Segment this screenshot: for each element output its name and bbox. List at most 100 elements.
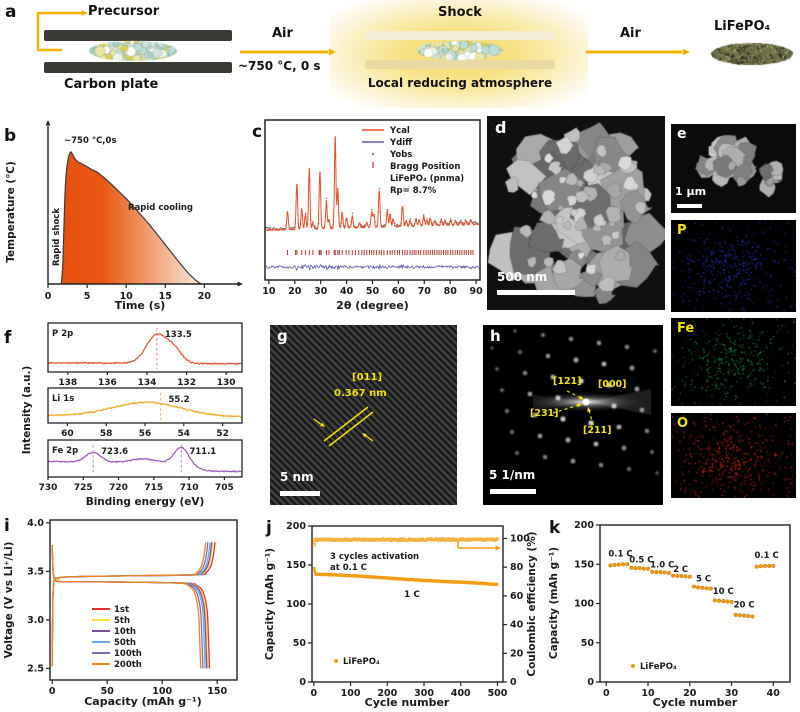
text-primitive: 300 <box>414 688 434 699</box>
text-primitive: 54 <box>178 429 191 439</box>
text-primitive: 0.1 C <box>608 549 632 559</box>
text-primitive: 10 <box>262 286 276 297</box>
o-map-label: O <box>677 416 689 431</box>
p-map-label: P <box>677 223 687 238</box>
circle-primitive <box>292 226 294 228</box>
circle-primitive <box>409 218 412 220</box>
circle-primitive <box>725 599 730 604</box>
text-primitive: 1.0 C <box>650 560 674 570</box>
circle-primitive <box>742 613 747 618</box>
shock-particle-cluster <box>416 40 504 61</box>
line-primitive <box>552 404 580 414</box>
circle-primitive <box>280 226 282 229</box>
polygon-primitive <box>577 403 582 408</box>
text-primitive: Rapid shock <box>52 208 62 266</box>
text-primitive: 2.5 <box>27 663 44 674</box>
text-primitive: 80 <box>444 286 458 297</box>
text-primitive: 720 <box>109 483 128 493</box>
rect-primitive <box>47 387 243 424</box>
polygon-primitive <box>237 281 243 287</box>
panel-h-scalebar <box>490 489 536 494</box>
circle-primitive <box>275 227 278 230</box>
circle-primitive <box>495 537 500 541</box>
text-primitive: 80 <box>510 562 524 573</box>
spot-label-211: [211] <box>583 425 612 436</box>
text-primitive: Temperature (℃) <box>5 161 17 263</box>
text-primitive: LiFePO₄ <box>343 657 380 667</box>
text-primitive: 70 <box>418 286 432 297</box>
polyline-primitive <box>47 333 243 366</box>
sem-micrograph <box>487 116 665 310</box>
text-primitive: 50 <box>366 286 380 297</box>
text-primitive: 100th <box>114 649 142 659</box>
product-label: LiFePO₄ <box>714 19 771 34</box>
circle-primitive <box>612 563 617 568</box>
text-primitive: Intensity (a.u.) <box>21 366 33 455</box>
circle-primitive <box>269 226 272 229</box>
line-primitive <box>313 418 323 426</box>
polygon-primitive <box>579 395 584 400</box>
circle-primitive <box>754 564 759 569</box>
text-primitive: 0 <box>299 677 306 688</box>
eds-map-o: O <box>671 413 796 498</box>
circle-primitive <box>383 224 386 226</box>
circle-primitive <box>771 563 776 568</box>
circle-primitive <box>495 583 499 587</box>
fe-element-map <box>671 318 796 406</box>
panel-e-label: e <box>677 126 687 142</box>
circle-primitive <box>268 227 271 230</box>
text-primitive: 0 <box>587 677 594 688</box>
text-primitive: 30 <box>314 286 328 297</box>
panel-g-label: g <box>277 327 288 345</box>
text-primitive: 0 <box>510 677 517 688</box>
polygon-primitive <box>495 545 501 551</box>
panel-e-sem-image: e 1 μm <box>671 124 796 213</box>
text-primitive: Capacity (mAh g⁻¹) <box>264 548 276 660</box>
circle-primitive <box>679 574 684 579</box>
text-primitive: 20 <box>198 291 212 302</box>
circle-primitive <box>717 598 722 603</box>
circle-primitive <box>473 221 476 223</box>
panel-g-scalebar-label: 5 nm <box>280 470 314 484</box>
circle-primitive <box>313 570 317 574</box>
text-primitive: 136 <box>98 378 117 388</box>
rect-primitive <box>311 525 504 683</box>
text-primitive: Binding energy (eV) <box>86 496 205 508</box>
panel-h-saed-image: h [121] [000] [231] [211] 5 1/nm <box>483 325 663 505</box>
circle-primitive <box>762 563 767 568</box>
circle-primitive <box>446 222 449 224</box>
xrd-pattern-chart: 10 20 30 40 50 60 70 80 90 2θ (degree) Ycal Ydiff Yo… <box>262 119 483 312</box>
panel-k-label: k <box>549 518 561 538</box>
text-primitive: 715 <box>144 483 163 493</box>
circle-primitive <box>712 598 717 603</box>
text-primitive: 40 <box>340 286 354 297</box>
circle-primitive <box>378 188 380 190</box>
line-primitive <box>588 409 594 426</box>
path-primitive <box>51 545 202 669</box>
voltage-capacity-chart: 2.5 3.0 3.5 4.0 0 50 100 150 1st5th10th50th100th… <box>3 518 238 708</box>
circle-primitive <box>312 540 317 545</box>
carbon-plate-top <box>44 30 232 41</box>
lattice-spacing-label: 0.367 nm <box>334 388 387 399</box>
circle-primitive <box>312 543 317 547</box>
circle-primitive <box>767 563 772 568</box>
text-primitive: Cycle number <box>365 696 450 709</box>
text-primitive: 90 <box>469 286 483 297</box>
circle-primitive <box>650 569 655 574</box>
circle-primitive <box>266 227 269 229</box>
circle-primitive <box>675 574 680 579</box>
circle-primitive <box>272 227 275 229</box>
circle-primitive <box>462 222 464 224</box>
text-primitive: 711.1 <box>189 447 216 457</box>
text-primitive: 730 <box>39 483 58 493</box>
diffraction-annotation <box>552 390 594 426</box>
circle-primitive <box>608 563 613 568</box>
panel-a-label: a <box>5 2 17 22</box>
eds-sem-micrograph <box>671 124 796 213</box>
circle-primitive <box>737 613 742 618</box>
panel-f-label: f <box>4 328 12 348</box>
text-primitive: 150 <box>574 559 594 570</box>
text-primitive: 60 <box>61 429 74 439</box>
path-primitive <box>61 151 202 284</box>
text-primitive: 150 <box>286 560 306 571</box>
